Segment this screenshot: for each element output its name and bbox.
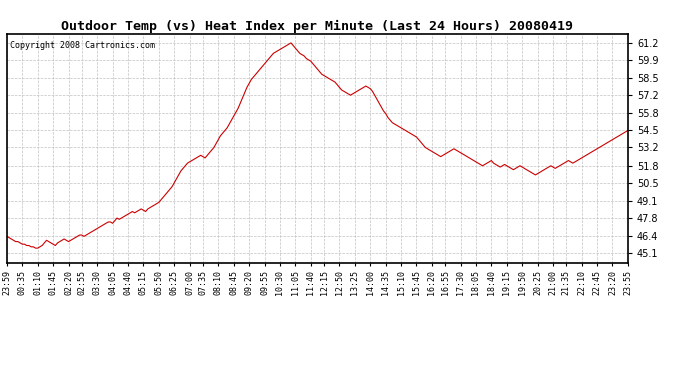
- Title: Outdoor Temp (vs) Heat Index per Minute (Last 24 Hours) 20080419: Outdoor Temp (vs) Heat Index per Minute …: [61, 20, 573, 33]
- Text: Copyright 2008 Cartronics.com: Copyright 2008 Cartronics.com: [10, 40, 155, 50]
